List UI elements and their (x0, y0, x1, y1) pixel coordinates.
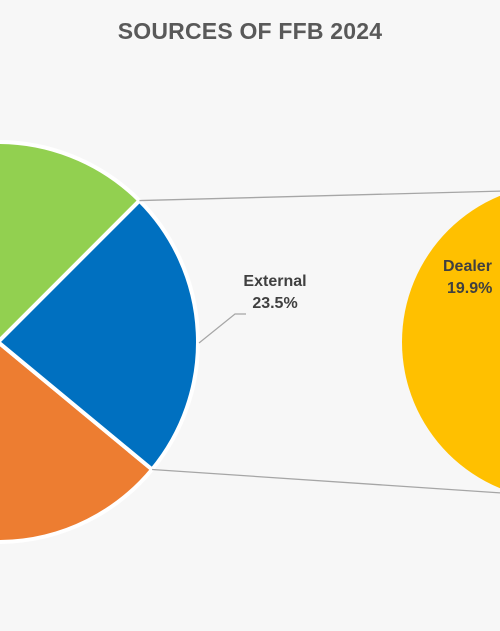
data-label-dealer-name: Dealer (443, 258, 492, 275)
connector-line-top (139, 190, 500, 202)
main-pie (0, 140, 200, 544)
data-label-dealer-value: 19.9% (447, 280, 492, 297)
connector-lines (139, 190, 500, 494)
main-slice-external (0, 198, 200, 472)
main-slice-upper (0, 140, 142, 343)
data-label-external-name: External (243, 273, 306, 290)
chart-title: SOURCES OF FFB 2024 (117, 18, 383, 44)
main-slice-lower (0, 341, 155, 544)
external-label-leader-line (198, 313, 246, 344)
secondary-pie (402, 195, 500, 489)
secondary-slice-dealer (402, 195, 500, 489)
connector-line-bottom (152, 468, 500, 494)
data-label-external-value: 23.5% (252, 295, 297, 312)
data-labels: External 23.5% Dealer 19.9% (198, 258, 492, 344)
